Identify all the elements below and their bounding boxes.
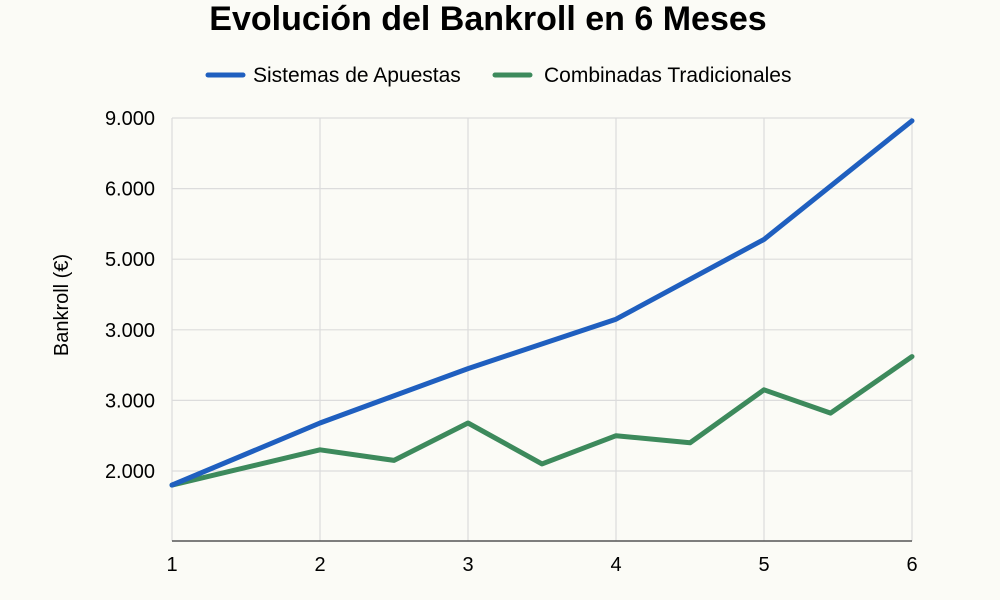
y-axis-label: Bankroll (€) — [51, 254, 73, 356]
y-tick-label: 2.000 — [105, 461, 155, 483]
series-lines — [169, 118, 915, 488]
x-tick-label: 1 — [166, 554, 177, 576]
y-axis-ticks: 2.000 3.000 3.000 5.000 6.000 9.000 — [105, 108, 155, 483]
x-axis-ticks: 1 2 3 4 5 6 — [166, 554, 917, 576]
series-line-1 — [169, 118, 915, 488]
x-tick-label: 6 — [906, 554, 917, 576]
x-tick-label: 3 — [462, 554, 473, 576]
legend: Sistemas de Apuestas Combinadas Tradicio… — [205, 64, 791, 87]
y-tick-label: 6.000 — [105, 179, 155, 201]
x-tick-label: 4 — [610, 554, 621, 576]
x-tick-label: 2 — [314, 554, 325, 576]
legend-label-series-2: Combinadas Tradicionales — [544, 64, 791, 87]
legend-label-series-1: Sistemas de Apuestas — [253, 64, 461, 87]
y-tick-label: 5.000 — [105, 249, 155, 271]
y-tick-label: 3.000 — [105, 320, 155, 342]
series-line-2 — [169, 354, 915, 488]
y-tick-label: 3.000 — [105, 390, 155, 412]
x-tick-label: 5 — [758, 554, 769, 576]
y-tick-label: 9.000 — [105, 108, 155, 130]
chart-title: Evolución del Bankroll en 6 Meses — [209, 0, 766, 38]
grid — [171, 117, 913, 542]
